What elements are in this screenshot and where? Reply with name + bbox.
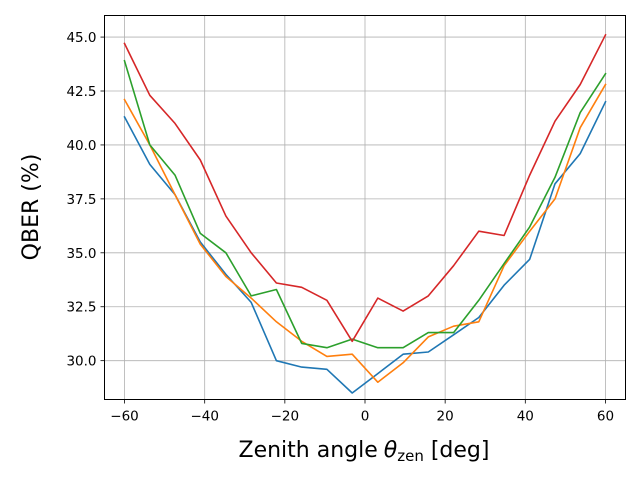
y-tick-label: 42.5	[66, 84, 96, 100]
series-line-1	[123, 100, 607, 394]
series-line-3	[123, 59, 607, 349]
x-axis-label-symbol: θ	[384, 438, 398, 463]
x-axis-label-subscript: zen	[397, 447, 424, 465]
x-tick-label: −60	[110, 409, 139, 425]
y-axis-label: QBER (%)	[19, 154, 44, 261]
series-line-4	[123, 33, 607, 343]
x-tick-label: 0	[361, 409, 370, 425]
x-tick-label: 20	[437, 409, 454, 425]
x-tick-label: 40	[517, 409, 534, 425]
x-axis-label-text: Zenith angle	[239, 438, 378, 463]
x-tick-label: −40	[190, 409, 219, 425]
grid-lines	[104, 15, 626, 400]
y-tick-label: 32.5	[66, 300, 96, 316]
y-tick-label: 35.0	[66, 246, 96, 262]
y-tick-label: 45.0	[66, 30, 96, 46]
x-axis-label-unit: [deg]	[431, 438, 490, 463]
series-line-2	[123, 83, 607, 384]
y-tick-label: 40.0	[66, 138, 96, 154]
y-tick-label: 30.0	[66, 354, 96, 370]
x-tick-label: −20	[271, 409, 300, 425]
x-axis-label: Zenith angle θzen [deg]	[239, 438, 490, 465]
tick-labels: −60 −40 −20 0 20 40 60 30.0 32.5 35.0 37.5 40.0 42.5…	[66, 30, 614, 424]
axis-ticks	[100, 36, 606, 404]
x-tick-label: 60	[597, 409, 614, 425]
series-lines	[123, 33, 607, 394]
y-tick-label: 37.5	[66, 192, 96, 208]
